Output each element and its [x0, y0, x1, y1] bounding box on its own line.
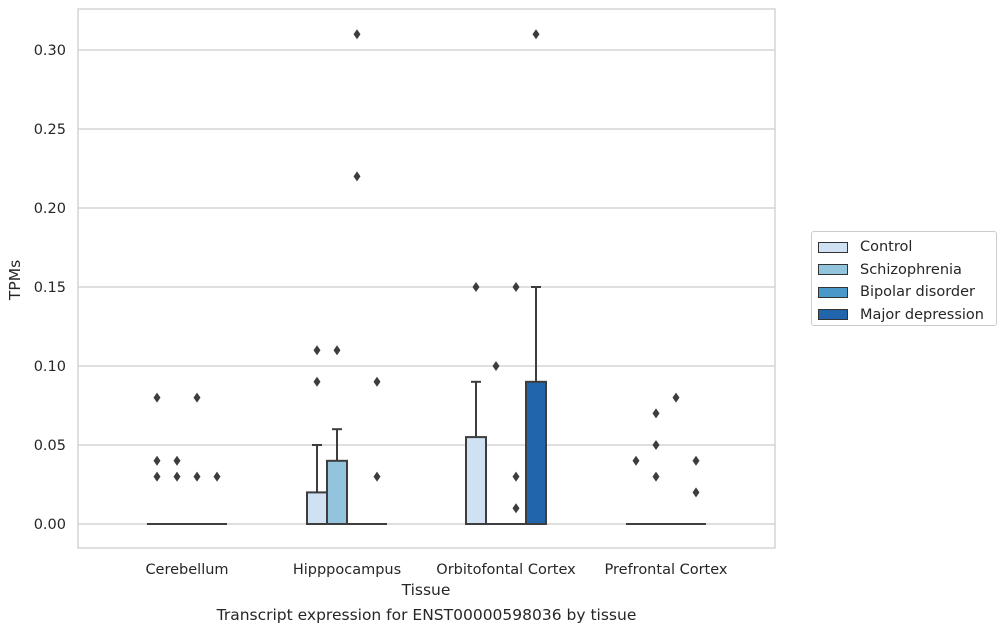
outlier-3-1-0 — [373, 471, 381, 482]
outlier-2-2-0 — [512, 503, 520, 514]
outlier-1-3-1 — [652, 440, 660, 450]
outlier-0-0-1 — [153, 455, 161, 466]
legend-swatch-1 — [818, 264, 848, 276]
outlier-3-0-0 — [213, 471, 221, 482]
y-tick-label-2: 0.10 — [34, 359, 66, 375]
box-rect-0-2 — [465, 436, 487, 526]
y-tick-label-1: 0.05 — [34, 438, 66, 454]
legend-item-1: Schizophrenia — [818, 259, 996, 282]
box-3-0 — [207, 471, 227, 525]
x-tick-label-1: Hipppocampus — [293, 562, 401, 578]
outlier-2-3-0 — [672, 392, 680, 403]
box-2-1 — [347, 29, 367, 525]
box-3-1 — [367, 376, 387, 525]
outlier-1-2-0 — [492, 361, 500, 371]
box-plots — [147, 29, 706, 526]
outlier-3-1-1 — [373, 376, 381, 387]
box-0-0 — [147, 392, 167, 525]
outlier-2-0-1 — [193, 392, 201, 403]
box-2-2 — [506, 282, 526, 525]
y-tick-label-4: 0.20 — [34, 201, 66, 217]
legend-item-3: Major depression — [818, 304, 996, 327]
y-axis-label: TPMs — [6, 260, 24, 301]
y-tick-label-0: 0.00 — [34, 517, 66, 533]
box-1-2 — [486, 361, 506, 525]
outlier-3-3-1 — [692, 455, 700, 466]
legend-label-0: Control — [860, 239, 913, 256]
box-0-3 — [626, 455, 646, 525]
box-2-3 — [666, 392, 686, 525]
legend-swatch-2 — [818, 286, 848, 298]
legend-label-3: Major depression — [860, 306, 984, 323]
y-tick-label-6: 0.30 — [34, 43, 66, 59]
outlier-1-0-1 — [173, 455, 181, 466]
outlier-0-0-0 — [153, 471, 161, 482]
outlier-1-3-0 — [652, 471, 660, 482]
x-axis-label: Tissue — [401, 581, 451, 599]
y-tick-label-3: 0.15 — [34, 280, 66, 296]
outlier-0-1-1 — [313, 345, 321, 356]
outlier-0-2-0 — [472, 282, 480, 292]
y-axis-ticks: 0.00 0.05 0.10 0.15 0.20 0.25 0.30 — [34, 43, 66, 533]
outlier-2-0-0 — [193, 471, 201, 482]
legend-swatch-0 — [818, 241, 848, 253]
box-0-1 — [306, 345, 328, 525]
grid-lines — [78, 49, 775, 525]
legend-item-0: Control — [818, 236, 996, 259]
outlier-2-1-0 — [353, 171, 361, 182]
outlier-3-3-0 — [692, 487, 700, 498]
x-tick-label-2: Orbitofontal Cortex — [436, 562, 576, 578]
outlier-3-2-0 — [532, 29, 540, 40]
outlier-0-1-0 — [313, 376, 321, 387]
plot-frame — [77, 8, 776, 549]
outlier-1-0-0 — [173, 471, 181, 482]
chart-caption: Transcript expression for ENST0000059803… — [216, 606, 637, 624]
box-1-1 — [326, 345, 348, 525]
outlier-0-0-2 — [153, 392, 161, 403]
outlier-2-2-2 — [512, 282, 520, 292]
box-rect-1-1 — [326, 459, 348, 525]
legend: Control Schizophrenia Bipolar disorder Majo… — [811, 231, 997, 326]
box-rect-3-2 — [525, 380, 547, 525]
box-3-3 — [686, 455, 706, 525]
box-2-0 — [187, 392, 207, 525]
legend-item-2: Bipolar disorder — [818, 281, 996, 304]
legend-label-2: Bipolar disorder — [860, 284, 975, 301]
outlier-1-3-2 — [652, 408, 660, 419]
box-rect-0-1 — [306, 491, 328, 525]
outlier-2-2-1 — [512, 471, 520, 482]
box-3-2 — [525, 29, 547, 525]
legend-swatch-3 — [818, 309, 848, 321]
box-1-3 — [646, 408, 666, 525]
outlier-2-1-1 — [353, 29, 361, 40]
box-1-0 — [167, 455, 187, 525]
x-tick-label-3: Prefrontal Cortex — [605, 562, 728, 578]
outlier-0-3-0 — [632, 455, 640, 466]
y-tick-label-5: 0.25 — [34, 122, 66, 138]
outlier-1-1-0 — [333, 345, 341, 356]
box-0-2 — [465, 282, 487, 526]
legend-label-1: Schizophrenia — [860, 261, 962, 278]
x-axis-ticks: Cerebellum Hipppocampus Orbitofontal Corte… — [145, 562, 727, 578]
x-tick-label-0: Cerebellum — [145, 562, 228, 578]
